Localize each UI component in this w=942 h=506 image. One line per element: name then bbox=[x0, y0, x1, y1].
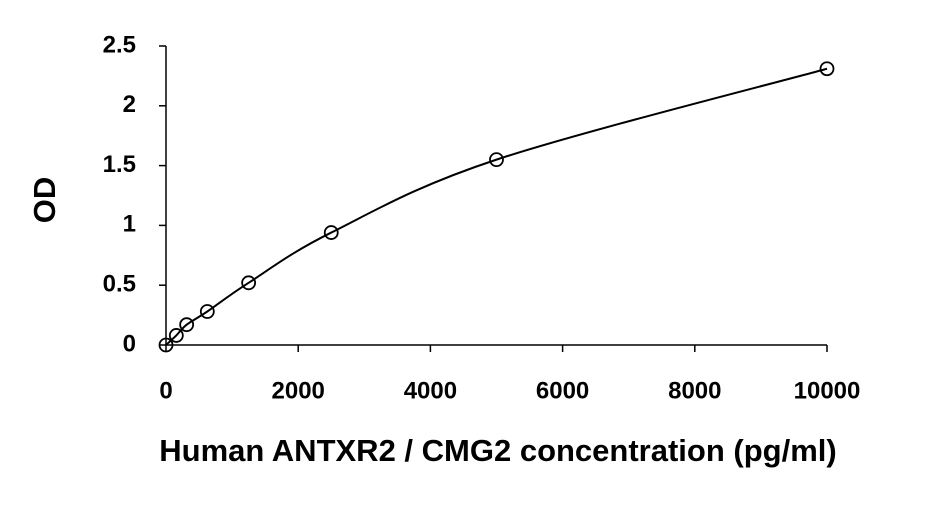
fit-line bbox=[165, 67, 828, 346]
data-point bbox=[241, 275, 257, 291]
data-point bbox=[168, 328, 184, 343]
x-tick-label: 10000 bbox=[794, 377, 861, 404]
y-tick-label: 0.5 bbox=[103, 271, 136, 298]
x-tick-label: 0 bbox=[159, 377, 172, 404]
y-tick-label: 1.5 bbox=[103, 151, 136, 178]
data-point bbox=[489, 152, 504, 168]
x-tick-label: 4000 bbox=[404, 377, 457, 404]
y-axis-title: OD bbox=[27, 177, 62, 224]
data-point bbox=[323, 225, 339, 240]
data-point bbox=[199, 304, 215, 319]
data-point bbox=[819, 61, 835, 77]
x-tick-label: 2000 bbox=[272, 377, 325, 404]
x-axis-title: Human ANTXR2 / CMG2 concentration (pg/ml… bbox=[159, 433, 836, 468]
data-point bbox=[158, 337, 174, 353]
x-tick-label: 6000 bbox=[536, 377, 589, 404]
x-tick-label: 8000 bbox=[668, 377, 721, 404]
y-tick-label: 2 bbox=[123, 91, 136, 118]
y-tick-label: 1 bbox=[123, 211, 136, 238]
y-tick-label: 2.5 bbox=[103, 31, 136, 58]
data-point bbox=[179, 317, 195, 333]
y-tick-label: 0 bbox=[123, 330, 136, 357]
